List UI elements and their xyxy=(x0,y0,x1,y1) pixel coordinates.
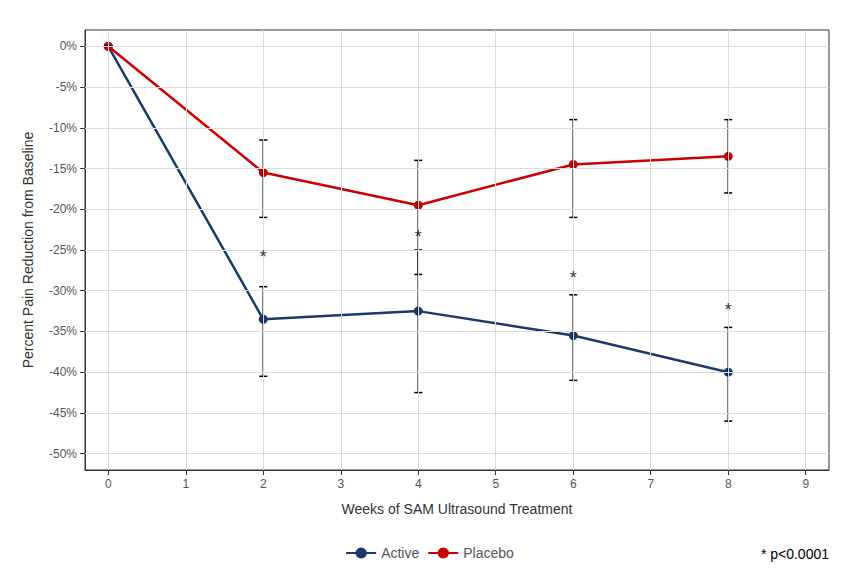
svg-text:-5%: -5% xyxy=(56,80,78,94)
svg-text:-45%: -45% xyxy=(49,406,77,420)
svg-text:1: 1 xyxy=(182,477,189,491)
svg-text:0: 0 xyxy=(105,477,112,491)
svg-text:5: 5 xyxy=(492,477,499,491)
svg-text:-20%: -20% xyxy=(49,202,77,216)
svg-text:-50%: -50% xyxy=(49,447,77,461)
svg-text:8: 8 xyxy=(725,477,732,491)
svg-text:-15%: -15% xyxy=(49,162,77,176)
svg-text:-25%: -25% xyxy=(49,243,77,257)
svg-text:*: * xyxy=(570,268,577,288)
svg-text:Weeks of SAM Ultrasound Treatm: Weeks of SAM Ultrasound Treatment xyxy=(342,501,573,517)
svg-text:4: 4 xyxy=(415,477,422,491)
svg-text:*: * xyxy=(725,300,732,320)
svg-text:9: 9 xyxy=(802,477,809,491)
svg-text:0%: 0% xyxy=(60,39,78,53)
svg-text:2: 2 xyxy=(260,477,267,491)
svg-text:*: * xyxy=(260,247,267,267)
svg-text:*: * xyxy=(415,227,422,247)
svg-text:-10%: -10% xyxy=(49,121,77,135)
svg-text:6: 6 xyxy=(570,477,577,491)
svg-text:3: 3 xyxy=(337,477,344,491)
svg-text:Placebo: Placebo xyxy=(463,545,514,561)
svg-text:-40%: -40% xyxy=(49,365,77,379)
svg-text:* p<0.0001: * p<0.0001 xyxy=(761,546,829,562)
svg-text:-35%: -35% xyxy=(49,324,77,338)
svg-text:7: 7 xyxy=(647,477,654,491)
svg-text:Percent Pain Reduction from Ba: Percent Pain Reduction from Baseline xyxy=(20,132,36,369)
svg-text:Active: Active xyxy=(381,545,419,561)
svg-text:-30%: -30% xyxy=(49,284,77,298)
